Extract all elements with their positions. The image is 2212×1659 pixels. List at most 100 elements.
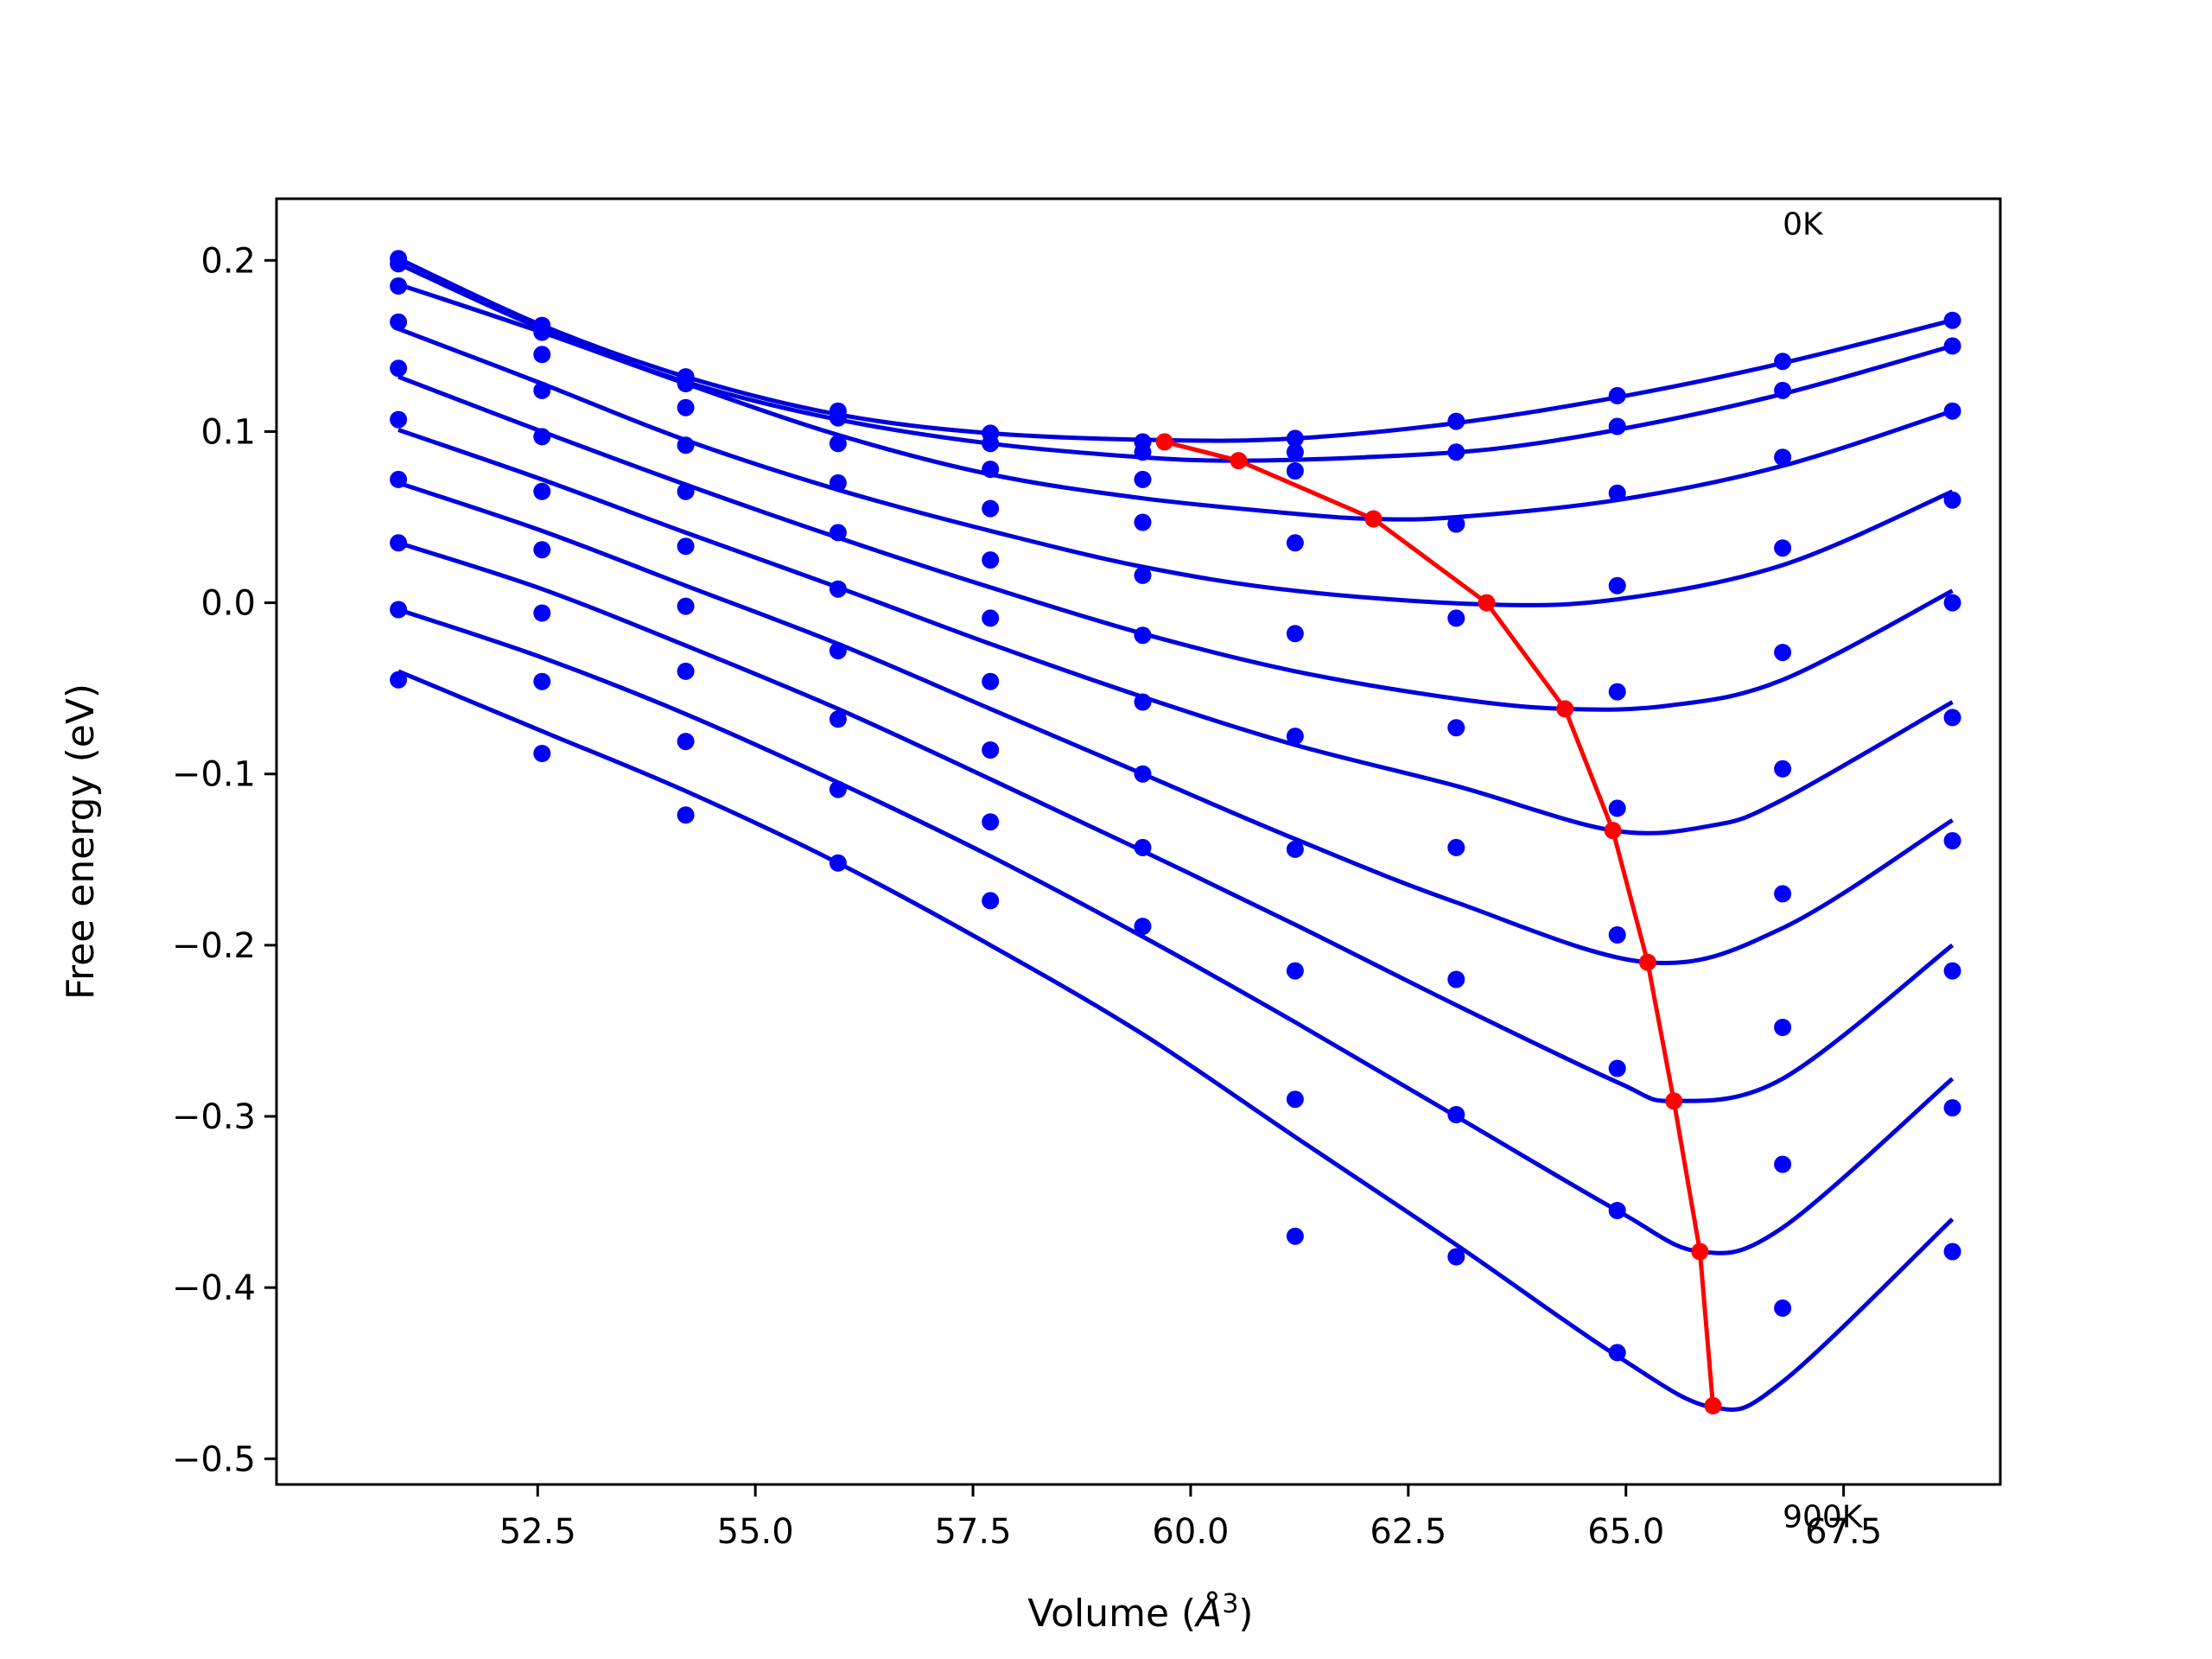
data-point-5-1: [533, 482, 551, 500]
plot-area: [390, 250, 1961, 1414]
data-point-1-6: [1286, 443, 1304, 461]
data-point-1-10: [1943, 337, 1961, 355]
data-point-3-1: [533, 381, 551, 399]
minimum-point-9: [1704, 1396, 1722, 1414]
data-point-5-9: [1774, 760, 1792, 778]
y-tick-label-6: −0.4: [172, 1268, 256, 1308]
data-point-8-6: [1286, 1090, 1304, 1109]
data-point-5-3: [829, 580, 847, 598]
data-point-5-10: [1943, 709, 1961, 727]
y-tick-label-3: −0.1: [172, 755, 256, 795]
fit-curve-4: [397, 374, 1954, 712]
data-point-4-1: [533, 428, 551, 446]
data-point-0-6: [1286, 429, 1304, 448]
data-point-3-8: [1608, 576, 1626, 594]
y-tick-label-5: −0.3: [172, 1097, 256, 1137]
data-point-6-3: [829, 642, 847, 660]
data-point-1-8: [1608, 417, 1626, 435]
x-axis-unit: Å: [1193, 1590, 1222, 1636]
data-point-8-7: [1447, 1106, 1465, 1123]
y-axis: 0.2 0.1 0.0 −0.1 −0.2 −0.3 −0.4 −0.5: [172, 241, 276, 1479]
data-point-0-8: [1608, 386, 1626, 404]
data-point-6-2: [677, 597, 695, 615]
data-point-4-9: [1774, 644, 1792, 662]
annotations: 0K 900K: [1783, 207, 1864, 1535]
data-point-3-5: [1134, 513, 1152, 531]
data-point-5-4: [982, 609, 1000, 627]
x-tick-label-6: 67.5: [1805, 1512, 1882, 1552]
minimum-point-5: [1604, 822, 1622, 840]
data-point-4-4: [982, 551, 1000, 569]
x-tick-label-3: 60.0: [1152, 1512, 1229, 1552]
data-point-2-5: [1134, 470, 1152, 488]
data-point-7-7: [1447, 970, 1465, 988]
data-point-9-2: [677, 806, 695, 824]
data-point-2-10: [1943, 402, 1961, 420]
data-point-9-5: [1134, 918, 1152, 936]
y-tick-label-1: 0.1: [200, 412, 256, 452]
data-point-5-6: [1286, 728, 1304, 746]
data-point-6-0: [390, 470, 408, 488]
data-point-8-3: [829, 780, 847, 798]
y-tick-label-0: 0.2: [200, 241, 256, 281]
minimum-point-7: [1665, 1092, 1683, 1110]
data-point-4-0: [390, 359, 408, 378]
data-point-3-6: [1286, 534, 1304, 552]
y-tick-label-2: 0.0: [200, 584, 256, 624]
data-point-6-8: [1608, 926, 1626, 944]
data-point-7-8: [1608, 1059, 1626, 1077]
data-point-4-7: [1447, 609, 1465, 627]
x-tick-label-1: 55.0: [717, 1512, 794, 1552]
data-point-7-10: [1943, 962, 1961, 980]
data-point-1-3: [829, 409, 847, 427]
fit-curve-2: [397, 282, 1954, 522]
data-point-2-4: [982, 461, 1000, 479]
data-point-1-7: [1447, 443, 1465, 461]
data-point-9-4: [982, 892, 1000, 910]
data-point-8-2: [677, 733, 695, 751]
x-tick-label-5: 65.0: [1587, 1512, 1664, 1552]
data-point-3-10: [1943, 491, 1961, 509]
data-point-7-0: [390, 534, 408, 552]
data-point-6-1: [533, 541, 551, 559]
x-axis: 52.5 55.0 57.5 60.0 62.5 65.0 67.5: [499, 1484, 1882, 1552]
data-point-3-4: [982, 499, 1000, 518]
fit-curve-5: [397, 428, 1954, 836]
data-point-6-4: [982, 672, 1000, 690]
data-point-5-7: [1447, 719, 1465, 737]
data-point-3-7: [1447, 515, 1465, 533]
y-tick-label-4: −0.2: [172, 926, 256, 966]
minimum-point-4: [1556, 700, 1574, 718]
data-point-3-3: [829, 474, 847, 492]
data-point-4-2: [677, 482, 695, 500]
data-point-4-5: [1134, 566, 1152, 584]
data-point-9-6: [1286, 1227, 1304, 1245]
data-point-3-2: [677, 436, 695, 454]
data-point-8-10: [1943, 1099, 1961, 1117]
data-point-1-1: [533, 323, 551, 341]
x-axis-label-text: Volume: [1027, 1592, 1169, 1636]
data-point-2-9: [1774, 448, 1792, 467]
data-point-7-2: [677, 662, 695, 680]
x-axis-unit-exp: 3: [1222, 1589, 1238, 1619]
data-point-5-5: [1134, 626, 1152, 645]
data-point-0-7: [1447, 412, 1465, 430]
data-point-1-4: [982, 435, 1000, 453]
data-point-1-2: [677, 375, 695, 392]
data-point-8-9: [1774, 1155, 1792, 1173]
data-point-1-5: [1134, 443, 1152, 461]
data-point-2-8: [1608, 484, 1626, 502]
minima-line: [1164, 439, 1715, 1407]
data-point-1-0: [390, 255, 408, 273]
data-point-9-10: [1943, 1243, 1961, 1261]
data-point-2-3: [829, 435, 847, 453]
data-point-7-4: [982, 741, 1000, 759]
data-point-8-8: [1608, 1202, 1626, 1219]
data-point-2-0: [390, 277, 408, 295]
data-point-7-9: [1774, 1019, 1792, 1036]
data-point-5-0: [390, 410, 408, 429]
data-point-7-3: [829, 710, 847, 728]
minimum-point-0: [1155, 433, 1173, 451]
fit-curve-7: [397, 540, 1955, 1103]
